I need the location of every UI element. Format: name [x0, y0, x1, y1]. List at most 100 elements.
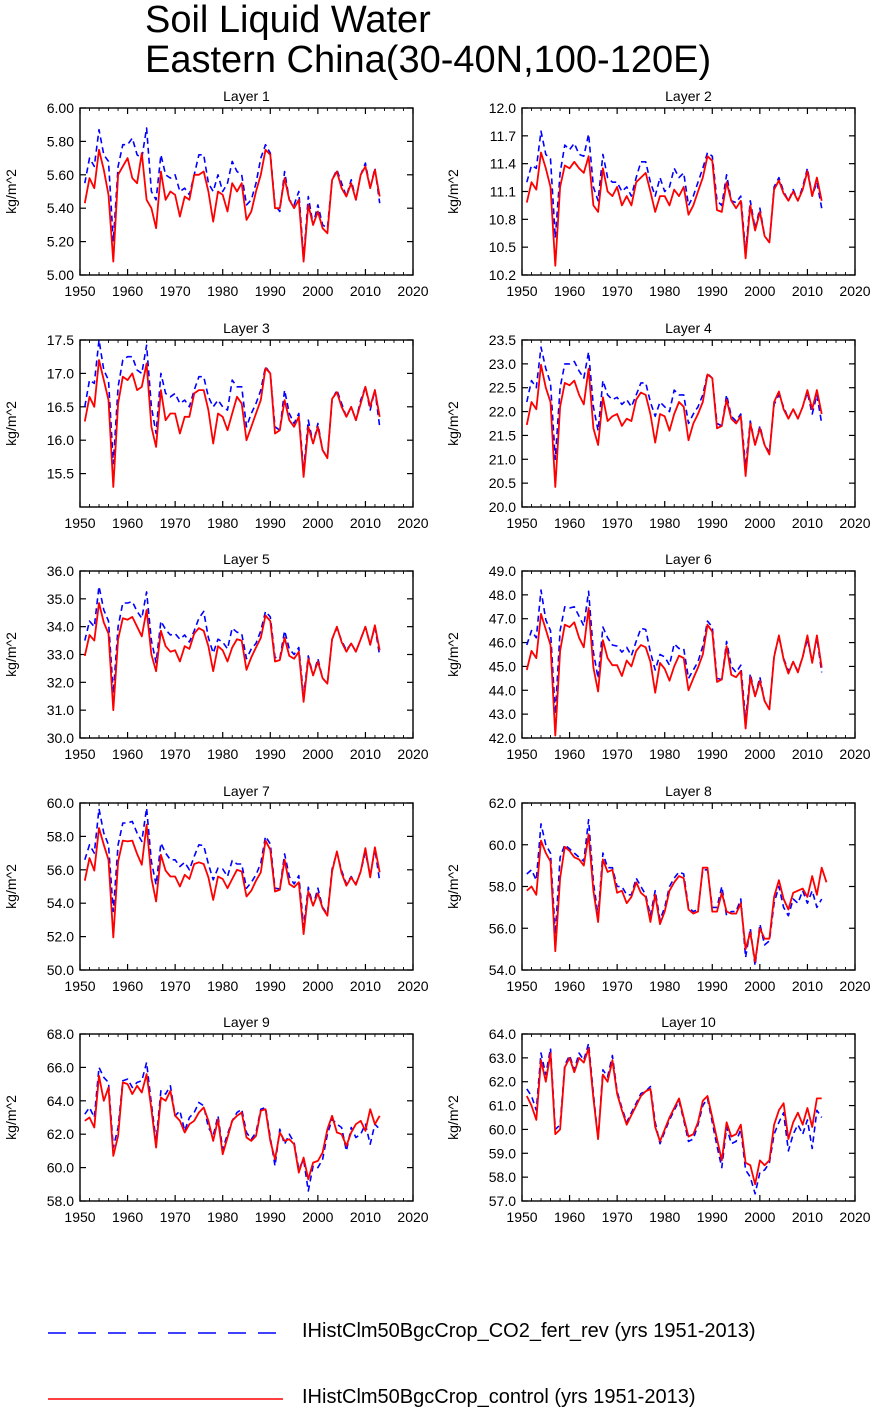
- panel-1-xtick-label: 1970: [160, 283, 191, 299]
- panel-9-xtick-label: 1960: [112, 1209, 143, 1225]
- panel-5-title: Layer 5: [223, 551, 270, 567]
- panel-6-xtick-label: 1990: [697, 746, 728, 762]
- panel-3-series-control-line: [83, 359, 381, 488]
- panel-5-xtick-label: 1980: [207, 746, 238, 762]
- panel-2-xtick-label: 1950: [506, 283, 537, 299]
- panel-8-ytick-label: 56.0: [489, 920, 516, 936]
- panel-4-ytick-label: 23.0: [489, 356, 516, 372]
- panel-2-title: Layer 2: [665, 88, 712, 104]
- panel-4-xtick-label: 1970: [602, 515, 633, 531]
- panel-5-ytick-label: 33.0: [47, 647, 74, 663]
- panel-8-xtick-label: 2020: [839, 978, 870, 994]
- legend-label-control: IHistClm50BgcCrop_control (yrs 1951-2013…: [302, 1386, 696, 1408]
- panel-6-xtick-label: 1970: [602, 746, 633, 762]
- panel-7-xtick-label: 1950: [64, 978, 95, 994]
- panel-7-ytick-label: 52.0: [47, 929, 74, 945]
- panel-4-series-co2-fert-line: [526, 346, 823, 468]
- panel-9-xtick-label: 1950: [64, 1209, 95, 1225]
- panel-10-ylabel: kg/m^2: [445, 1095, 461, 1140]
- panel-1-xtick-label: 2010: [350, 283, 381, 299]
- panel-10-title: Layer 10: [661, 1014, 716, 1030]
- panel-8-ytick-label: 54.0: [489, 962, 516, 978]
- panel-4-ylabel: kg/m^2: [445, 401, 461, 446]
- panel-5-xtick-label: 2000: [302, 746, 333, 762]
- panel-8-series-co2-fert-line: [526, 818, 823, 967]
- panel-6-ylabel: kg/m^2: [445, 632, 461, 677]
- panel-5-ytick-label: 30.0: [47, 730, 74, 746]
- panel-6-ytick-label: 45.0: [489, 658, 516, 674]
- panel-2-xtick-label: 2010: [792, 283, 823, 299]
- panel-2-ytick-label: 12.0: [489, 100, 516, 116]
- panel-4-xtick-label: 1990: [697, 515, 728, 531]
- panel-7-xtick-label: 1970: [160, 978, 191, 994]
- panel-10-xtick-label: 2020: [839, 1209, 870, 1225]
- panel-10-xtick-label: 1980: [649, 1209, 680, 1225]
- panel-5-ytick-label: 36.0: [47, 563, 74, 579]
- panel-8-ytick-label: 62.0: [489, 795, 516, 811]
- panel-2-ytick-label: 10.2: [489, 267, 516, 283]
- panel-8-xtick-label: 1980: [649, 978, 680, 994]
- panel-6-ytick-label: 48.0: [489, 587, 516, 603]
- panel-3-title: Layer 3: [223, 320, 270, 336]
- panel-8-xtick-label: 1950: [506, 978, 537, 994]
- panel-4-xtick-label: 2020: [839, 515, 870, 531]
- panel-6-ytick-label: 49.0: [489, 563, 516, 579]
- panel-4-xtick-label: 2000: [744, 515, 775, 531]
- panel-3-ylabel: kg/m^2: [3, 401, 19, 446]
- panel-8-xtick-label: 1990: [697, 978, 728, 994]
- panel-9-xtick-label: 1990: [255, 1209, 286, 1225]
- panel-2-series-control-line: [525, 151, 823, 267]
- panel-9-ytick-label: 62.0: [47, 1126, 74, 1142]
- panel-9-ytick-label: 60.0: [47, 1160, 74, 1176]
- panel-3-ytick-label: 17.5: [47, 332, 74, 348]
- panel-1-xtick-label: 1990: [255, 283, 286, 299]
- panel-5-ylabel: kg/m^2: [3, 632, 19, 677]
- panel-7-frame: [79, 802, 414, 971]
- panel-3-ytick-label: 16.0: [47, 432, 74, 448]
- panel-1-xtick-label: 2000: [302, 283, 333, 299]
- figure-title: Soil Liquid Water Eastern China(30-40N,1…: [145, 0, 711, 80]
- panel-1-ylabel: kg/m^2: [3, 169, 19, 214]
- panel-3-ytick-label: 17.0: [47, 365, 74, 381]
- panel-5-ytick-label: 34.0: [47, 619, 74, 635]
- panel-2-xtick-label: 1960: [554, 283, 585, 299]
- panel-4-ytick-label: 23.5: [489, 332, 516, 348]
- panel-6-xtick-label: 1960: [554, 746, 585, 762]
- panel-9-title: Layer 9: [223, 1014, 270, 1030]
- panel-10-ytick-label: 57.0: [489, 1193, 516, 1209]
- panel-7-xtick-label: 1960: [112, 978, 143, 994]
- panel-4-ytick-label: 22.5: [489, 380, 516, 396]
- panel-10-ytick-label: 61.0: [489, 1098, 516, 1114]
- panel-7-xtick-label: 2010: [350, 978, 381, 994]
- panel-5-xtick-label: 2020: [397, 746, 428, 762]
- panel-5-xtick-label: 1950: [64, 746, 95, 762]
- panel-10-ytick-label: 63.0: [489, 1050, 516, 1066]
- panel-1-xtick-label: 2020: [397, 283, 428, 299]
- panel-9-xtick-label: 2020: [397, 1209, 428, 1225]
- panel-5-xtick-label: 1960: [112, 746, 143, 762]
- panel-3-xtick-label: 1960: [112, 515, 143, 531]
- panel-8-ytick-label: 60.0: [489, 837, 516, 853]
- panel-1-xtick-label: 1950: [64, 283, 95, 299]
- panel-10-ytick-label: 60.0: [489, 1121, 516, 1137]
- panel-9-ytick-label: 58.0: [47, 1193, 74, 1209]
- panel-9-xtick-label: 1970: [160, 1209, 191, 1225]
- panel-6-xtick-label: 2000: [744, 746, 775, 762]
- panel-4-ytick-label: 21.0: [489, 451, 516, 467]
- panel-7-xtick-label: 1990: [255, 978, 286, 994]
- panel-6-title: Layer 6: [665, 551, 712, 567]
- panel-8-xtick-label: 1970: [602, 978, 633, 994]
- panel-1-series-control-line: [83, 148, 381, 263]
- panel-10-xtick-label: 1990: [697, 1209, 728, 1225]
- panel-5-ytick-label: 35.0: [47, 591, 74, 607]
- panel-7-ytick-label: 56.0: [47, 862, 74, 878]
- panel-4-ytick-label: 20.0: [489, 499, 516, 515]
- panel-6-ytick-label: 44.0: [489, 682, 516, 698]
- panel-10-frame: [521, 1033, 856, 1202]
- panel-8-frame: [521, 802, 856, 971]
- panel-4-series-control-line: [525, 363, 823, 488]
- panel-6-series-control-line: [525, 607, 823, 737]
- panel-3-series-co2-fert-line: [84, 339, 381, 472]
- panel-10-ytick-label: 58.0: [489, 1169, 516, 1185]
